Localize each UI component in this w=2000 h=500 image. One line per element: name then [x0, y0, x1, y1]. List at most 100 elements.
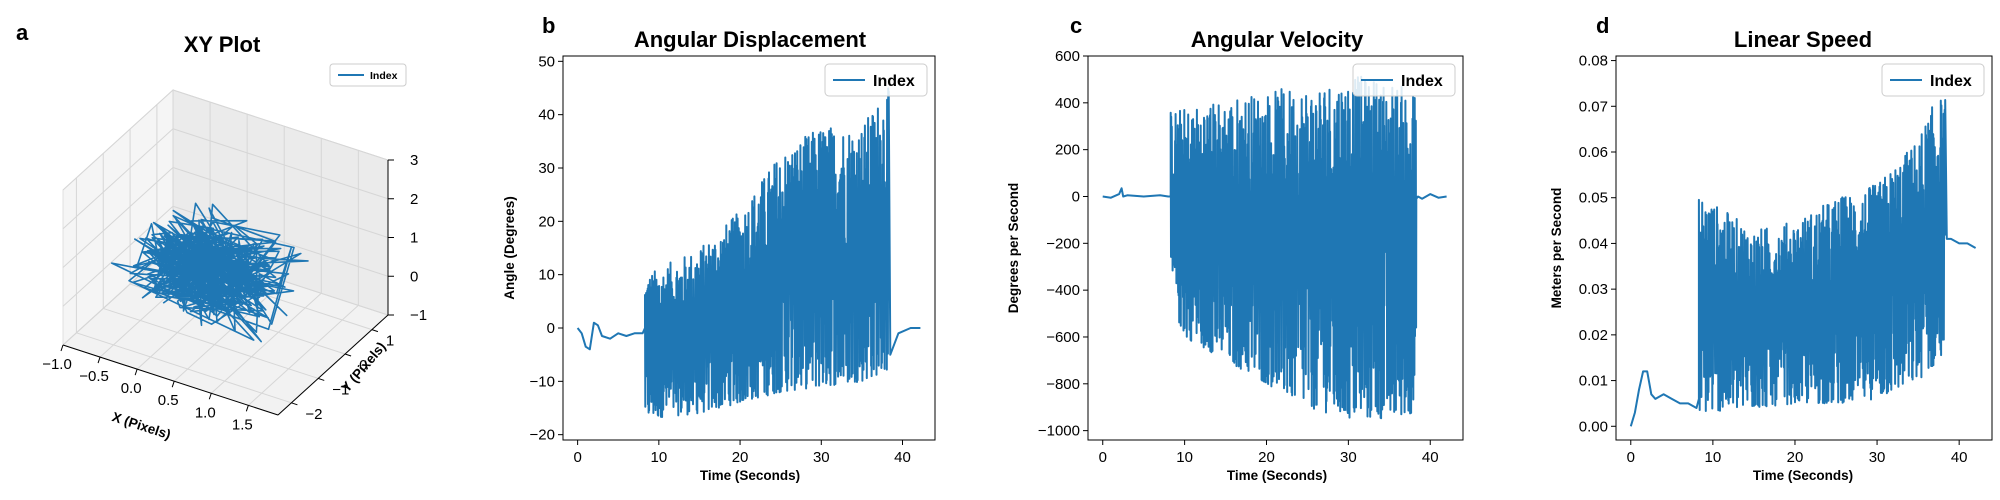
panel-a-xy-plot: a XY Plot −1.0 −0.5 0.0 0.5 1.0 1.5 −2 −1 0 1 −1 0 1… [16, 20, 427, 442]
x-tick-label: 40 [1951, 449, 1968, 466]
x-tick-label: 40 [894, 449, 911, 466]
panel-letter-a: a [16, 20, 29, 45]
y-tick-label: −1 [332, 381, 349, 398]
legend-box [824, 63, 928, 97]
gridline [62, 128, 174, 230]
panel-c-angular-velocity: c Angular Velocity Degrees per Second Ti… [1006, 13, 1464, 483]
x-tick-mark [171, 381, 175, 388]
series-line-index [1102, 75, 1447, 420]
gridline [173, 280, 285, 382]
y-tick-label: −600 [1046, 329, 1080, 346]
panel-d-xlabel: Time (Seconds) [1753, 468, 1853, 483]
axes-frame [1087, 55, 1464, 441]
legend-label: Index [370, 70, 398, 82]
y-tick-label: −400 [1046, 282, 1080, 299]
panel-c-ylabel: Degrees per Second [1006, 183, 1021, 314]
legend-box [1352, 63, 1456, 97]
x-tick-label: 10 [650, 449, 667, 466]
y-tick-label: 0.07 [1579, 98, 1608, 115]
panel-a-legend: Index [329, 63, 407, 87]
xy-trajectory-line [111, 202, 309, 343]
legend-label: Index [1930, 73, 1972, 90]
panel-d-ylabel: Meters per Second [1549, 188, 1564, 309]
y-tick-label: 30 [538, 160, 555, 177]
y-tick-label: 0.01 [1579, 373, 1608, 390]
y-tick-label: −10 [530, 373, 555, 390]
panel-c-xlabel: Time (Seconds) [1227, 468, 1327, 483]
y-tick-label: 0.00 [1579, 418, 1608, 435]
x-tick-label: 30 [1340, 449, 1357, 466]
y-tick-mark [291, 402, 298, 406]
gridline [172, 205, 389, 277]
x-tick-label: 0 [1099, 449, 1107, 466]
gridline [76, 332, 292, 404]
z-tick-label: −1 [410, 307, 427, 324]
x-tick-mark [97, 356, 101, 364]
x-tick-label: 20 [1787, 449, 1804, 466]
x-tick-label: −1.0 [42, 356, 72, 373]
series-line-index [1629, 99, 1977, 427]
gridline [172, 128, 389, 200]
x-tick-label: −0.5 [79, 368, 109, 385]
x-tick-mark [60, 344, 64, 352]
x-tick-mark [134, 368, 138, 376]
legend: Index [1881, 63, 1985, 97]
y-tick-mark [344, 353, 352, 357]
y-tick-label: 20 [538, 213, 555, 230]
y-tick-mark [371, 329, 379, 333]
y-tick-label: 50 [538, 53, 555, 70]
x-tick-label: 10 [1176, 449, 1193, 466]
gridline [62, 89, 174, 191]
series-line-index [111, 202, 309, 343]
y-tick-label: 1 [386, 333, 394, 350]
y-tick-label: 0.03 [1579, 281, 1608, 298]
z-tick-label: 2 [410, 191, 418, 208]
gridline [248, 304, 359, 406]
y-tick-mark [318, 377, 325, 381]
axes-frame [1615, 55, 1993, 441]
panel-a-title: XY Plot [184, 32, 261, 57]
x-tick-label: 0.5 [158, 392, 179, 409]
x-tick-mark [245, 405, 249, 412]
panel-d-title: Linear Speed [1734, 27, 1872, 52]
gridline [172, 167, 389, 238]
gridline [172, 89, 389, 161]
panel-b-ylabel: Angle (Degrees) [502, 196, 517, 300]
panel-letter-c: c [1070, 13, 1082, 38]
y-tick-label: 40 [538, 107, 555, 124]
y-tick-label: 0 [1072, 188, 1080, 205]
x-tick-label: 1.5 [232, 416, 253, 433]
y-tick-label: −1000 [1038, 423, 1080, 440]
y-tick-label: −2 [305, 406, 322, 423]
panel-b-xlabel: Time (Seconds) [700, 468, 800, 483]
axes-frame [562, 55, 936, 441]
panel-a-xlabel: X (Pixels) [110, 409, 172, 442]
legend-label: Index [873, 73, 915, 90]
y-tick-label: 0 [547, 320, 555, 337]
x-tick-label: 30 [1869, 449, 1886, 466]
legend: Index [824, 63, 928, 97]
panel-d-linear-speed: d Linear Speed Meters per Second Time (S… [1549, 13, 1993, 483]
x-tick-label: 20 [732, 449, 749, 466]
gridline [62, 167, 174, 268]
y-tick-label: −20 [530, 427, 555, 444]
x-tick-label: 0.0 [121, 380, 142, 397]
y-tick-label: 0 [359, 357, 367, 374]
x-tick-label: 0 [573, 449, 581, 466]
legend-box [1881, 63, 1985, 97]
panel-letter-b: b [542, 13, 555, 38]
x-tick-label: 10 [1705, 449, 1722, 466]
legend: Index [1352, 63, 1456, 97]
y-tick-label: 400 [1055, 95, 1080, 112]
x-axis-line [62, 344, 279, 416]
x-tick-label: 40 [1422, 449, 1439, 466]
y-tick-label: −800 [1046, 376, 1080, 393]
y-tick-label: 0.08 [1579, 53, 1608, 70]
z-tick-label: 3 [410, 152, 418, 169]
panel-letter-d: d [1596, 13, 1609, 38]
y-tick-label: 600 [1055, 48, 1080, 65]
y-tick-label: 10 [538, 267, 555, 284]
x-tick-mark [208, 393, 212, 400]
x-tick-label: 30 [813, 449, 830, 466]
